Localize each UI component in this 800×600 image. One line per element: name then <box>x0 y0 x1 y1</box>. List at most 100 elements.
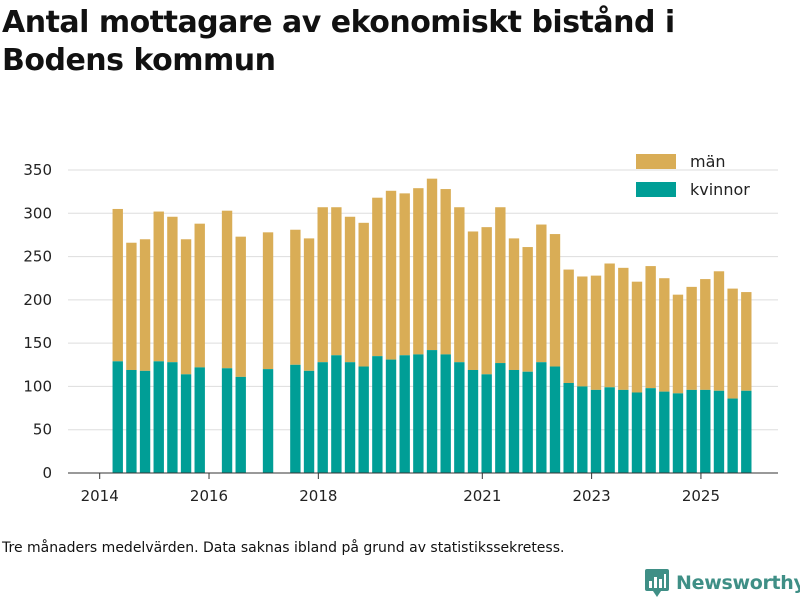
bar-man <box>262 232 274 370</box>
bar-kvinnor <box>467 369 479 473</box>
y-tick-label: 150 <box>23 334 52 352</box>
bar-man <box>590 275 602 390</box>
bar-kvinnor <box>399 355 410 473</box>
bar-kvinnor <box>372 356 383 473</box>
bar-kvinnor <box>700 389 711 473</box>
bar-kvinnor <box>659 391 670 473</box>
y-tick-label: 300 <box>23 204 52 222</box>
bar-kvinnor <box>290 364 301 473</box>
bar-man <box>536 224 547 363</box>
bar-man <box>235 236 246 377</box>
bar-man <box>631 281 643 393</box>
y-tick-label: 200 <box>23 291 52 309</box>
x-tick-label: 2016 <box>190 487 228 505</box>
bar-man <box>467 231 479 370</box>
legend-swatch-man <box>636 154 676 169</box>
bar-man <box>290 229 301 365</box>
bar-kvinnor <box>331 355 342 473</box>
bar-kvinnor <box>577 386 588 473</box>
bar-man <box>495 207 506 364</box>
bar-man <box>481 227 492 375</box>
bar-man <box>508 238 520 370</box>
bar-man <box>167 216 178 363</box>
bar-man <box>672 294 684 394</box>
bar-kvinnor <box>358 366 369 473</box>
bar-kvinnor <box>167 362 178 473</box>
y-axis: 0 50 100 150 200 250 300 350 <box>23 161 52 482</box>
bar-man <box>713 271 725 391</box>
bar-kvinnor <box>508 369 520 473</box>
bar-man <box>221 210 233 369</box>
y-tick-label: 350 <box>23 161 52 179</box>
brand-logo[interactable]: Newsworthy <box>644 568 800 598</box>
bar-kvinnor <box>413 354 424 473</box>
bar-kvinnor <box>645 388 656 473</box>
bar-man <box>549 234 561 367</box>
bar-man <box>303 238 315 371</box>
bar-man <box>413 188 424 355</box>
bar-kvinnor <box>385 359 397 473</box>
bar-man <box>126 242 137 370</box>
bar-man <box>686 286 697 390</box>
legend-label-kvinnor: kvinnor <box>690 180 750 199</box>
bar-man <box>577 276 588 387</box>
bar-kvinnor <box>194 367 205 473</box>
bar-man <box>112 208 123 362</box>
legend-swatch-kvinnor <box>636 182 676 197</box>
bar-kvinnor <box>727 398 738 473</box>
bar-kvinnor <box>563 382 574 473</box>
chart-title: Antal mottagare av ekonomiskt bistånd i … <box>2 5 675 78</box>
bar-kvinnor <box>672 393 684 473</box>
x-tick-label: 2018 <box>299 487 337 505</box>
legend-label-man: män <box>690 152 726 171</box>
y-tick-label: 250 <box>23 248 52 266</box>
bar-kvinnor <box>686 389 697 473</box>
footnote: Tre månaders medelvärden. Data saknas ib… <box>2 540 565 556</box>
bar-man <box>153 211 164 362</box>
bar-man <box>659 278 670 392</box>
bar-series <box>112 178 752 473</box>
y-tick-label: 0 <box>42 464 52 482</box>
bar-man <box>522 247 533 372</box>
bar-man <box>700 279 711 390</box>
bar-kvinnor <box>139 370 151 473</box>
bar-kvinnor <box>126 369 137 473</box>
bar-man <box>604 263 615 388</box>
x-tick-label: 2025 <box>682 487 720 505</box>
bar-kvinnor <box>303 370 315 473</box>
brand-name: Newsworthy <box>676 572 800 594</box>
bar-man <box>194 223 205 368</box>
bar-man <box>317 207 328 363</box>
bar-kvinnor <box>153 361 164 473</box>
bar-man <box>372 197 383 357</box>
bar-man <box>344 216 356 363</box>
bar-kvinnor <box>317 362 328 473</box>
bar-man <box>331 207 342 356</box>
y-tick-label: 100 <box>23 377 52 395</box>
newsworthy-logo-icon <box>645 569 669 597</box>
bar-man <box>385 190 397 360</box>
bar-kvinnor <box>481 374 492 473</box>
bar-kvinnor <box>741 390 752 473</box>
bar-kvinnor <box>180 374 192 473</box>
bar-kvinnor <box>454 362 465 473</box>
bar-kvinnor <box>262 369 274 473</box>
bar-kvinnor <box>631 392 643 473</box>
bar-man <box>563 269 574 383</box>
x-tick-label: 2023 <box>573 487 611 505</box>
bar-kvinnor <box>536 362 547 473</box>
bar-kvinnor <box>618 389 629 473</box>
y-tick-label: 50 <box>33 421 52 439</box>
bar-kvinnor <box>440 354 451 473</box>
bar-kvinnor <box>522 371 533 473</box>
bar-kvinnor <box>713 390 725 473</box>
x-tick-label: 2014 <box>81 487 119 505</box>
x-axis: 2014 2016 2018 2021 2023 2025 <box>68 472 778 505</box>
bar-kvinnor <box>221 368 233 473</box>
bar-man <box>139 239 151 371</box>
bar-kvinnor <box>426 350 438 473</box>
bar-man <box>358 222 369 367</box>
x-tick-label: 2021 <box>463 487 501 505</box>
bar-man <box>440 189 451 355</box>
